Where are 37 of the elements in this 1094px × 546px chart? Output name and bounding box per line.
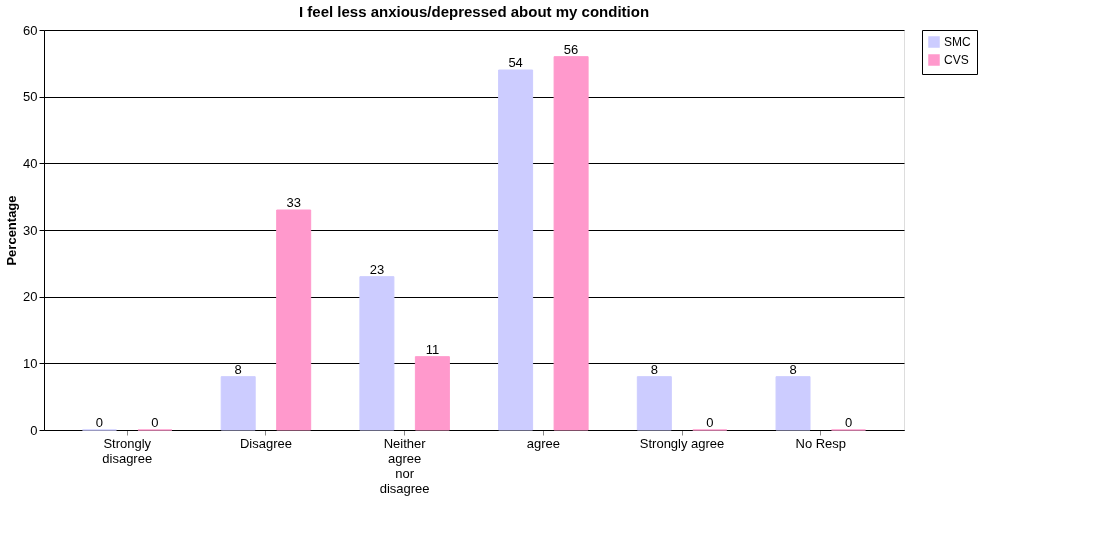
y-tick-label: 50 <box>23 89 38 105</box>
data-label: 54 <box>508 55 523 70</box>
x-tick-label: agree <box>526 435 560 451</box>
y-tick-label: 10 <box>23 355 38 371</box>
bar <box>775 376 811 431</box>
x-tick-label: Strongly agree <box>639 435 725 451</box>
x-tick-label: Strongly disagree <box>102 435 153 466</box>
data-label: 56 <box>563 41 579 57</box>
bar <box>220 376 256 431</box>
data-label: 0 <box>95 415 104 430</box>
data-label: 8 <box>650 361 658 377</box>
y-tick-label: 20 <box>23 289 38 305</box>
data-label: 23 <box>369 261 385 277</box>
data-label: 0 <box>706 415 714 430</box>
data-label: 0 <box>844 415 853 430</box>
bar <box>276 209 312 431</box>
data-label: 8 <box>234 361 242 377</box>
bar <box>553 56 589 431</box>
bar <box>414 356 450 431</box>
x-tick-label: Neither agree nor disagree <box>379 435 430 496</box>
y-tick-label: 0 <box>30 422 38 438</box>
bar <box>359 276 395 431</box>
x-tick-label: Disagree <box>239 435 292 451</box>
y-tick-label: 60 <box>23 22 38 38</box>
data-label: 8 <box>789 361 797 377</box>
data-label: 33 <box>286 195 301 210</box>
legend-label: CVS <box>944 53 969 67</box>
x-tick-label: No Resp <box>795 435 847 451</box>
y-axis-title: Percentage <box>4 195 20 266</box>
bar <box>636 376 672 431</box>
y-tick-label: 30 <box>23 222 38 238</box>
bar <box>498 69 534 431</box>
data-label: 0 <box>151 415 159 430</box>
data-label: 11 <box>425 341 440 357</box>
y-tick-label: 40 <box>23 155 38 171</box>
legend-label: SMC <box>944 35 971 49</box>
chart-title: I feel less anxious/depressed about my condition <box>298 3 650 20</box>
